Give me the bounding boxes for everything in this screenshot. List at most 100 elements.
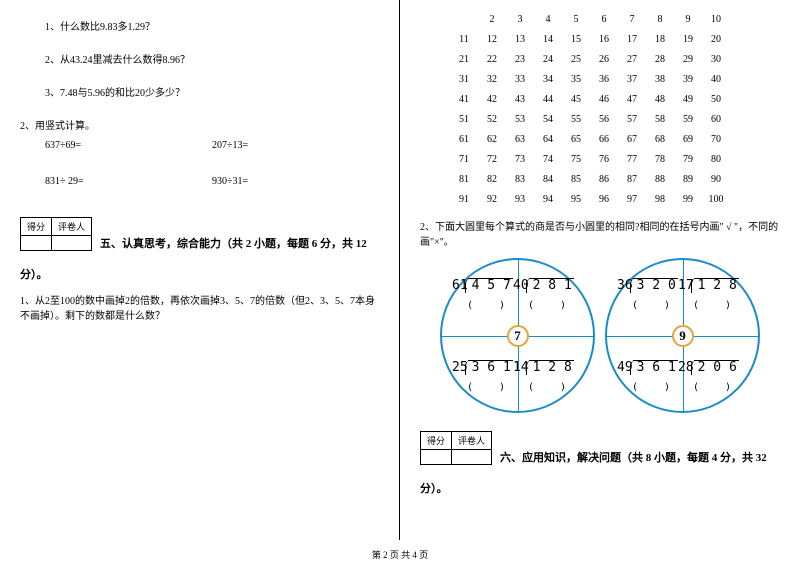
grid-number: 16 — [590, 30, 618, 50]
grid-number: 90 — [702, 170, 730, 190]
grid-number: 27 — [618, 50, 646, 70]
grid-number: 76 — [590, 150, 618, 170]
grader-cell — [52, 236, 92, 251]
section-5-cont: 分）。 — [20, 266, 379, 282]
grid-number: 26 — [590, 50, 618, 70]
grid-number: 84 — [534, 170, 562, 190]
grid-number: 17 — [618, 30, 646, 50]
grid-number: 77 — [618, 150, 646, 170]
grid-number: 73 — [506, 150, 534, 170]
grid-number: 35 — [562, 70, 590, 90]
grid-number: 79 — [674, 150, 702, 170]
grid-number: 48 — [646, 90, 674, 110]
division-circle: 9363 2 0( )171 2 8( )493 6 1( )282 0 6( … — [605, 258, 760, 413]
grid-number: 8 — [646, 10, 674, 30]
grid-number: 72 — [478, 150, 506, 170]
score-section-5: 得分评卷人 五、认真思考，综合能力（共 2 小题，每题 6 分，共 12 — [20, 217, 379, 251]
grid-number: 55 — [562, 110, 590, 130]
division-expr: 171 2 8( ) — [678, 278, 748, 311]
grid-number: 7 — [618, 10, 646, 30]
grid-number: 5 — [562, 10, 590, 30]
problem-1-text: 1、从2至100的数中画掉2的倍数，再依次画掉3、5、7的倍数（但2、3、5、7… — [20, 294, 379, 324]
division-expr: 141 2 8( ) — [513, 360, 583, 393]
grid-number: 92 — [478, 190, 506, 210]
grid-number: 63 — [506, 130, 534, 150]
grid-number: 94 — [534, 190, 562, 210]
grid-number: 47 — [618, 90, 646, 110]
calc-heading: 2、用竖式计算。 — [20, 117, 379, 132]
grid-number: 88 — [646, 170, 674, 190]
grid-number: 64 — [534, 130, 562, 150]
grid-number: 34 — [534, 70, 562, 90]
grid-number: 25 — [562, 50, 590, 70]
grid-number: 44 — [534, 90, 562, 110]
grader-label: 评卷人 — [52, 218, 92, 236]
grid-number: 87 — [618, 170, 646, 190]
grid-number: 68 — [646, 130, 674, 150]
grid-number: 43 — [506, 90, 534, 110]
grid-number: 54 — [534, 110, 562, 130]
grid-number: 85 — [562, 170, 590, 190]
grid-number: 97 — [618, 190, 646, 210]
grid-number: 70 — [702, 130, 730, 150]
grid-number: 42 — [478, 90, 506, 110]
grid-number: 58 — [646, 110, 674, 130]
score-section-6: 得分评卷人 六、应用知识，解决问题（共 8 小题，每题 4 分，共 32 — [420, 431, 780, 465]
grid-number: 60 — [702, 110, 730, 130]
grid-number: 80 — [702, 150, 730, 170]
grid-number: 39 — [674, 70, 702, 90]
problem-2-text: 2、下面大圆里每个算式的商是否与小圆里的相同?相同的在括号内画" √ "，不同的… — [420, 220, 780, 250]
grid-number: 32 — [478, 70, 506, 90]
grid-number: 95 — [562, 190, 590, 210]
grid-number: 52 — [478, 110, 506, 130]
grid-number: 12 — [478, 30, 506, 50]
score-table: 得分评卷人 — [420, 431, 492, 465]
circles-container: 7614 5 7( )402 8 1( )253 6 1( )141 2 8( … — [420, 258, 780, 413]
grid-number: 2 — [478, 10, 506, 30]
grid-number: 18 — [646, 30, 674, 50]
grid-number: 89 — [674, 170, 702, 190]
grid-number: 36 — [590, 70, 618, 90]
grid-number: 41 — [450, 90, 478, 110]
grid-number: 21 — [450, 50, 478, 70]
grid-number: 69 — [674, 130, 702, 150]
grid-number: 74 — [534, 150, 562, 170]
division-expr: 282 0 6( ) — [678, 360, 748, 393]
calc-item: 930÷31= — [212, 176, 379, 187]
grid-number: 65 — [562, 130, 590, 150]
grid-number: 82 — [478, 170, 506, 190]
grid-number: 31 — [450, 70, 478, 90]
question-2: 2、从43.24里减去什么数得8.96？ — [45, 51, 379, 66]
division-circle: 7614 5 7( )402 8 1( )253 6 1( )141 2 8( … — [440, 258, 595, 413]
grid-number: 11 — [450, 30, 478, 50]
grid-number: 62 — [478, 130, 506, 150]
section-6-title: 六、应用知识，解决问题（共 8 小题，每题 4 分，共 32 — [500, 449, 767, 465]
score-cell — [21, 236, 52, 251]
grid-number: 23 — [506, 50, 534, 70]
grid-number: 81 — [450, 170, 478, 190]
question-3: 3、7.48与5.96的和比20少多少？ — [45, 84, 379, 99]
grid-number: 24 — [534, 50, 562, 70]
grader-cell — [452, 450, 492, 465]
grid-number: 66 — [590, 130, 618, 150]
grid-number: 49 — [674, 90, 702, 110]
score-label: 得分 — [21, 218, 52, 236]
grid-number: 98 — [646, 190, 674, 210]
grid-number: 40 — [702, 70, 730, 90]
division-expr: 253 6 1( ) — [452, 360, 522, 393]
grid-number: 75 — [562, 150, 590, 170]
grid-number: 67 — [618, 130, 646, 150]
grid-number: 71 — [450, 150, 478, 170]
section-6-cont: 分）。 — [420, 480, 780, 496]
grid-number: 46 — [590, 90, 618, 110]
grid-number: 33 — [506, 70, 534, 90]
calc-item: 207÷13= — [212, 140, 379, 151]
grid-number: 3 — [506, 10, 534, 30]
circle-center: 7 — [507, 325, 529, 347]
grid-number: 38 — [646, 70, 674, 90]
page-footer: 第 2 页 共 4 页 — [0, 548, 800, 561]
grid-number: 9 — [674, 10, 702, 30]
grid-number: 15 — [562, 30, 590, 50]
grid-number: 83 — [506, 170, 534, 190]
grid-number: 28 — [646, 50, 674, 70]
